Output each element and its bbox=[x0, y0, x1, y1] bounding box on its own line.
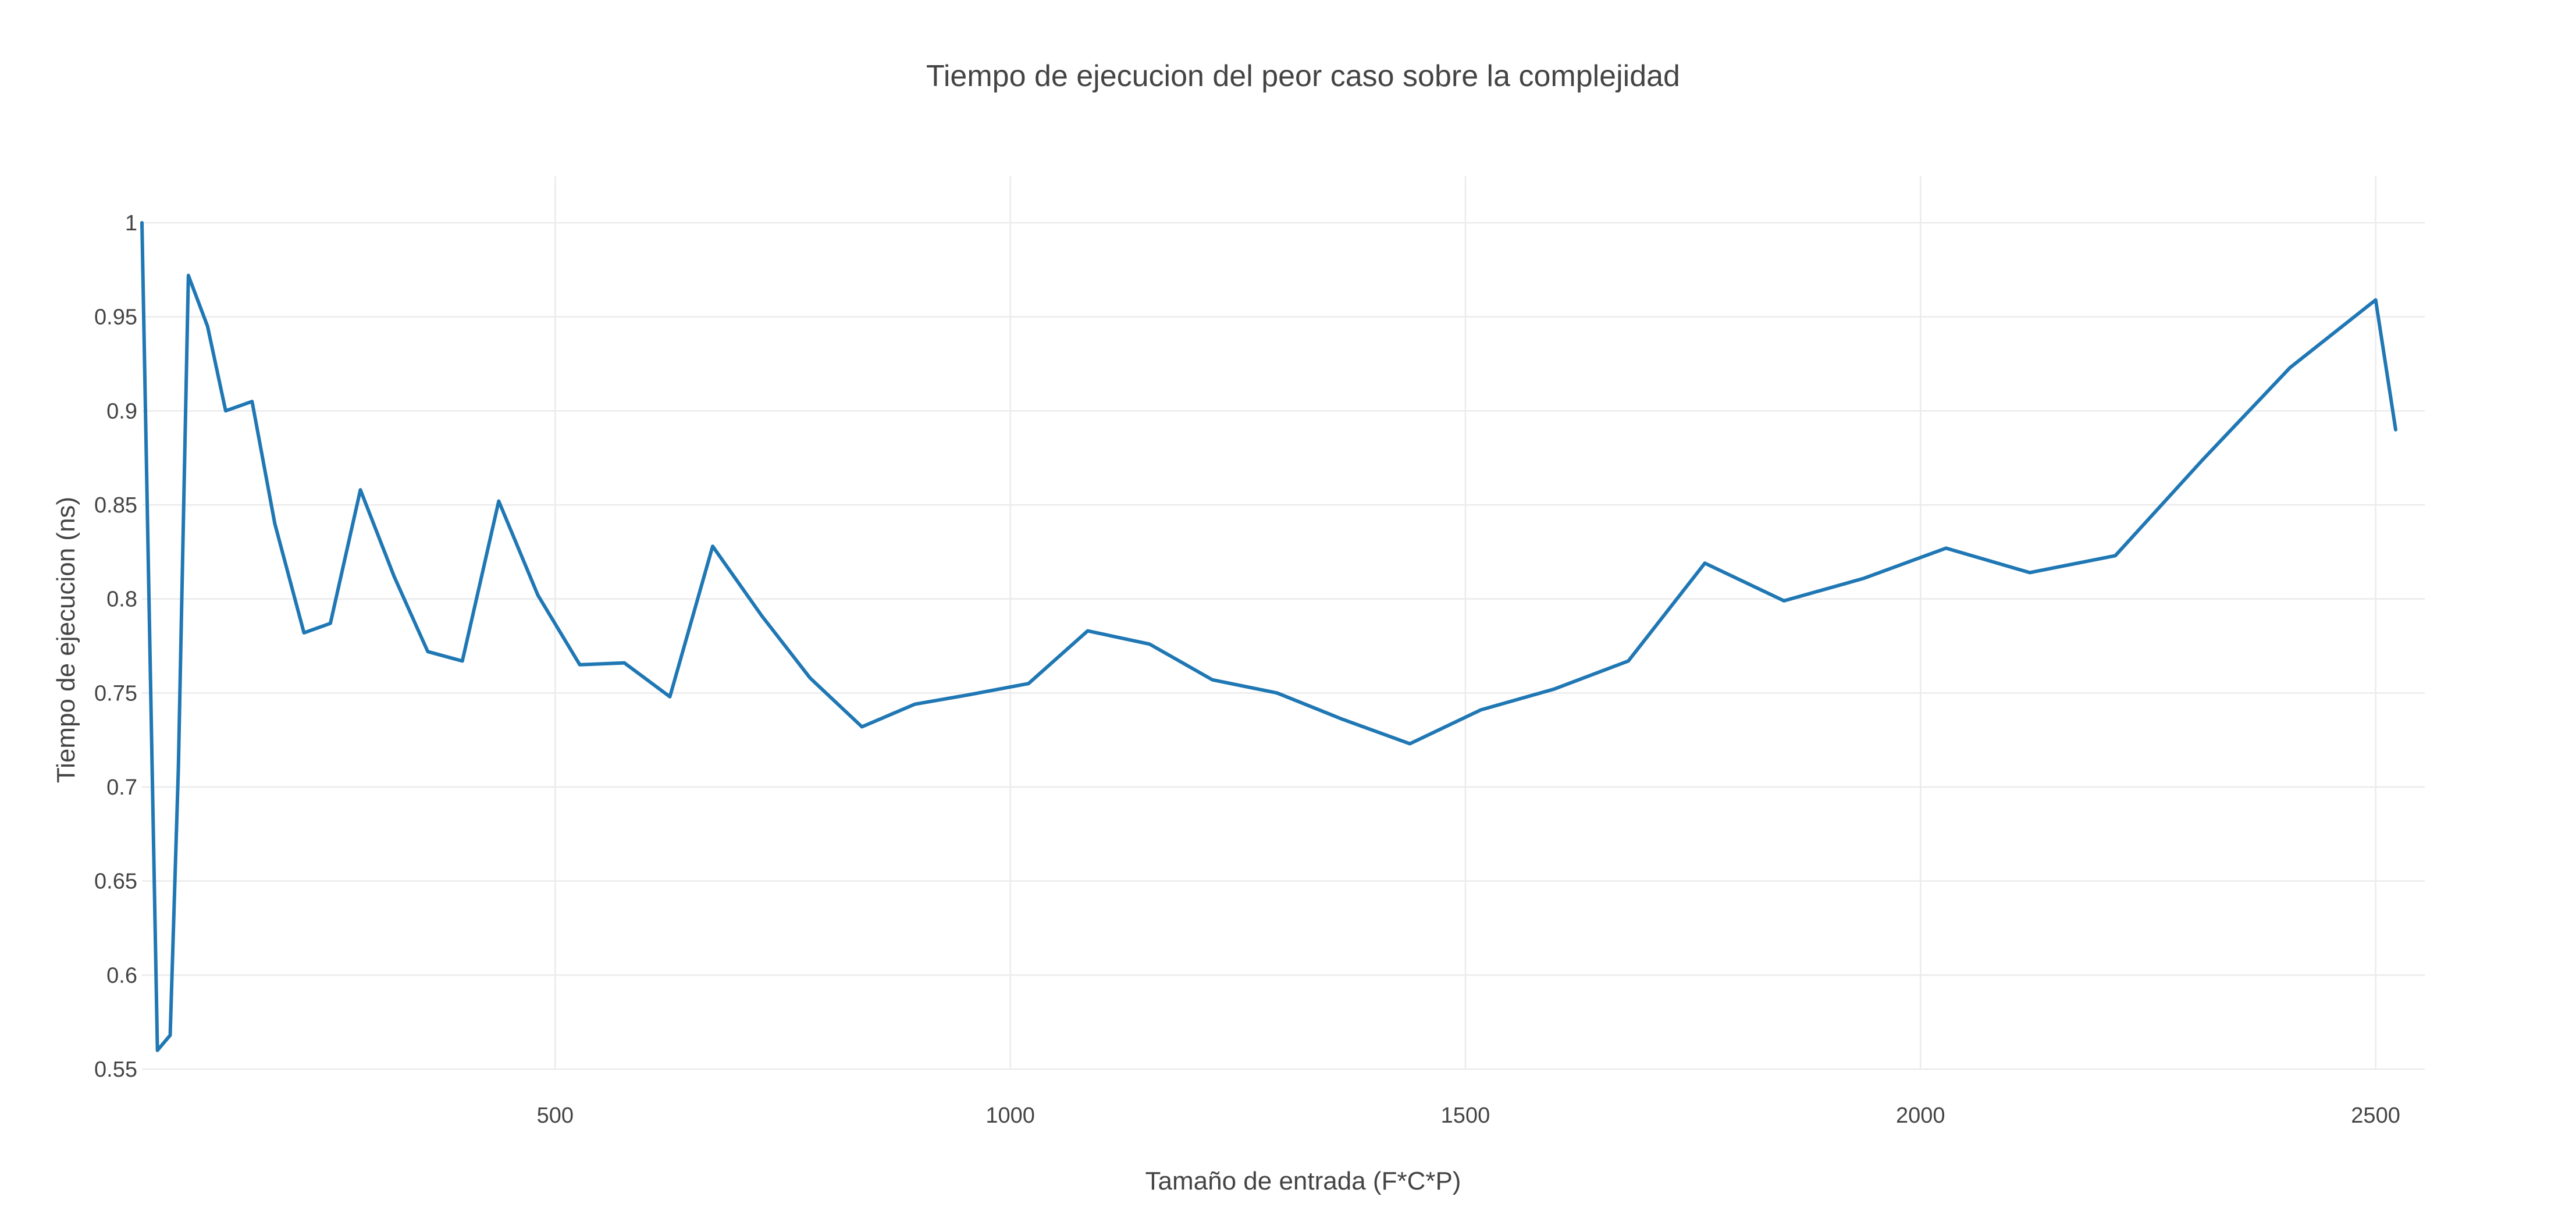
y-tick-label: 0.95 bbox=[94, 305, 137, 330]
y-tick-label: 0.6 bbox=[106, 963, 137, 988]
x-tick-label: 2000 bbox=[1896, 1103, 1945, 1128]
y-tick-label: 0.8 bbox=[106, 587, 137, 612]
x-tick-label: 2500 bbox=[2351, 1103, 2400, 1128]
series-layer bbox=[140, 221, 2397, 1052]
x-tick-label: 500 bbox=[537, 1103, 574, 1128]
gridlines bbox=[142, 176, 2425, 1070]
series-line-0 bbox=[140, 221, 2397, 1052]
y-tick-label: 0.55 bbox=[94, 1057, 137, 1082]
x-axis-label: Tamaño de entrada (F*C*P) bbox=[1145, 1167, 1461, 1195]
y-tick-label: 0.75 bbox=[94, 681, 137, 706]
x-tick-label: 1500 bbox=[1441, 1103, 1490, 1128]
x-tick-label: 1000 bbox=[985, 1103, 1035, 1128]
y-tick-label: 0.85 bbox=[94, 493, 137, 518]
y-tick-label: 1 bbox=[125, 211, 137, 236]
y-tick-label: 0.65 bbox=[94, 870, 137, 894]
y-axis-label: Tiempo de ejecucion (ns) bbox=[52, 497, 80, 783]
y-tick-label: 0.9 bbox=[106, 399, 137, 423]
y-tick-label: 0.7 bbox=[106, 775, 137, 800]
chart-title: Tiempo de ejecucion del peor caso sobre … bbox=[926, 59, 1680, 93]
